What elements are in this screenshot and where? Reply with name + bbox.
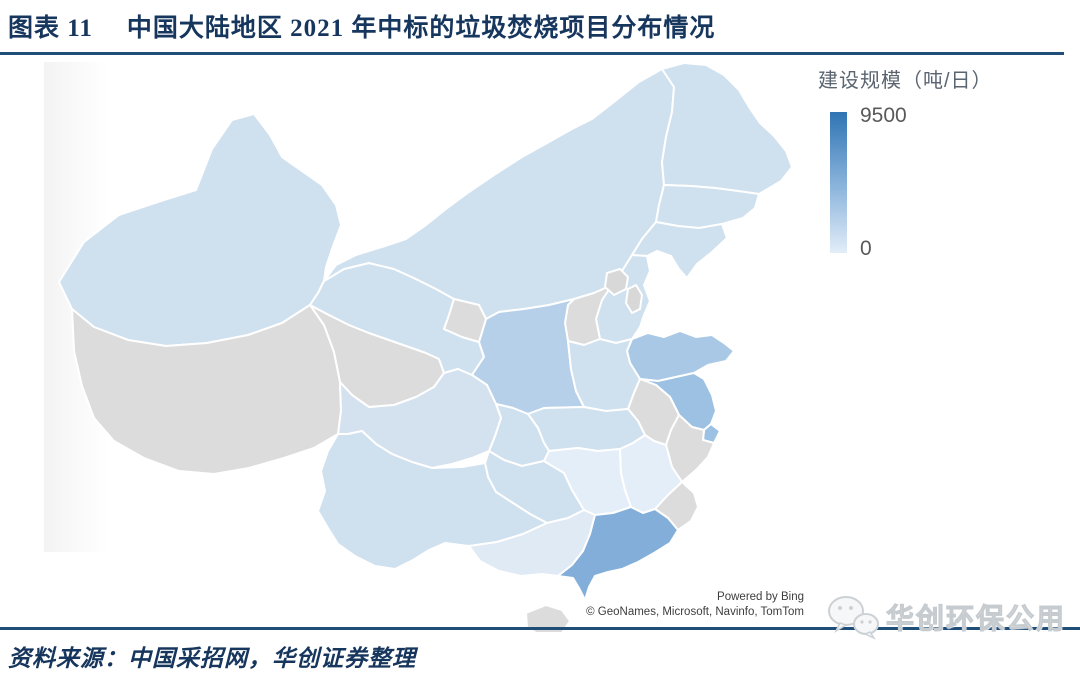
region-guangdong[interactable] [557,506,679,601]
region-jilin[interactable] [655,184,760,229]
region-guangxi[interactable] [468,509,596,577]
region-tianjin[interactable] [625,284,643,314]
legend-min-label: 0 [860,237,872,260]
legend-max-label: 9500 [860,104,907,127]
region-ningxia[interactable] [443,298,487,343]
watermark-text: 华创环保公用 [885,603,1067,635]
china-map-svg [58,62,793,632]
map-legend: 建设规模（吨/日） 9500 0 [818,64,1068,260]
top-divider [0,52,1064,55]
legend-gradient-bar [830,112,847,253]
figure-title: 中国大陆地区 2021 年中标的垃圾焚烧项目分布情况 [126,15,716,42]
region-shandong[interactable] [626,330,735,382]
figure-header: 图表 11 中国大陆地区 2021 年中标的垃圾焚烧项目分布情况 [8,8,715,44]
map-attribution: Powered by Bing © GeoNames, Microsoft, N… [586,590,804,620]
bottom-divider [0,627,1080,630]
region-yunnan[interactable] [317,430,548,570]
legend-title: 建设规模（吨/日） [818,70,993,92]
region-zhejiang[interactable] [665,414,715,483]
region-beijing[interactable] [604,268,629,296]
wechat-icon [828,596,879,640]
figure-label: 图表 11 [8,15,93,42]
region-heilongjiang[interactable] [661,62,793,195]
china-choropleth-map: Powered by Bing © GeoNames, Microsoft, N… [44,57,814,632]
watermark: 华创环保公用 [826,594,1066,640]
bing-attribution: Powered by Bing [717,591,804,603]
source-note: 资料来源：中国采招网，华创证券整理 [8,646,416,671]
copyright-attribution: © GeoNames, Microsoft, Navinfo, TomTom [586,606,804,618]
